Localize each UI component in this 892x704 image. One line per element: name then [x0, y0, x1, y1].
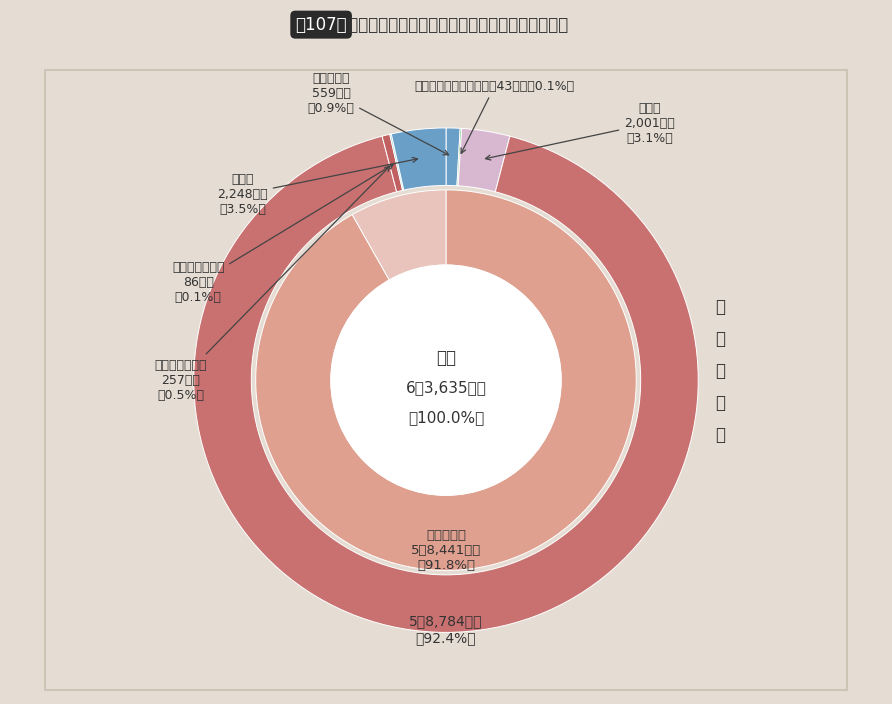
Text: 5兆8,784億円
（92.4%）: 5兆8,784億円 （92.4%）: [409, 615, 483, 645]
Wedge shape: [390, 134, 404, 190]
Text: 第107図: 第107図: [295, 15, 347, 34]
Wedge shape: [194, 136, 698, 632]
Text: 総務費
2,248億円
（3.5%）: 総務費 2,248億円 （3.5%）: [217, 158, 417, 216]
Text: 介護保険事業の歳出決算の状況（保険事業勘定）: 介護保険事業の歳出決算の状況（保険事業勘定）: [343, 15, 569, 34]
Wedge shape: [458, 128, 510, 191]
Wedge shape: [382, 134, 402, 191]
Text: （100.0%）: （100.0%）: [408, 410, 484, 425]
Circle shape: [331, 265, 561, 495]
Wedge shape: [392, 128, 446, 190]
Wedge shape: [256, 190, 636, 570]
Wedge shape: [352, 190, 446, 280]
Wedge shape: [457, 128, 462, 186]
Wedge shape: [446, 128, 460, 186]
Text: 基金積立金
559億円
（0.9%）: 基金積立金 559億円 （0.9%）: [308, 72, 449, 155]
Text: その他の給付費
257億円
（0.5%）: その他の給付費 257億円 （0.5%）: [154, 166, 390, 402]
Text: 介護諸費等
5兆8,441億円
（91.8%）: 介護諸費等 5兆8,441億円 （91.8%）: [411, 529, 481, 572]
Text: 審査支払手数料
86億円
（0.1%）: 審査支払手数料 86億円 （0.1%）: [172, 164, 393, 304]
Text: 保
険
給
付
費: 保 険 給 付 費: [715, 298, 725, 444]
Text: 歳出: 歳出: [436, 349, 456, 367]
Text: 6兆3,635億円: 6兆3,635億円: [406, 379, 486, 395]
Text: その他
2,001億円
（3.1%）: その他 2,001億円 （3.1%）: [485, 102, 675, 160]
Text: 財政安定化基金拠出金　43億円（0.1%）: 財政安定化基金拠出金 43億円（0.1%）: [415, 80, 574, 153]
